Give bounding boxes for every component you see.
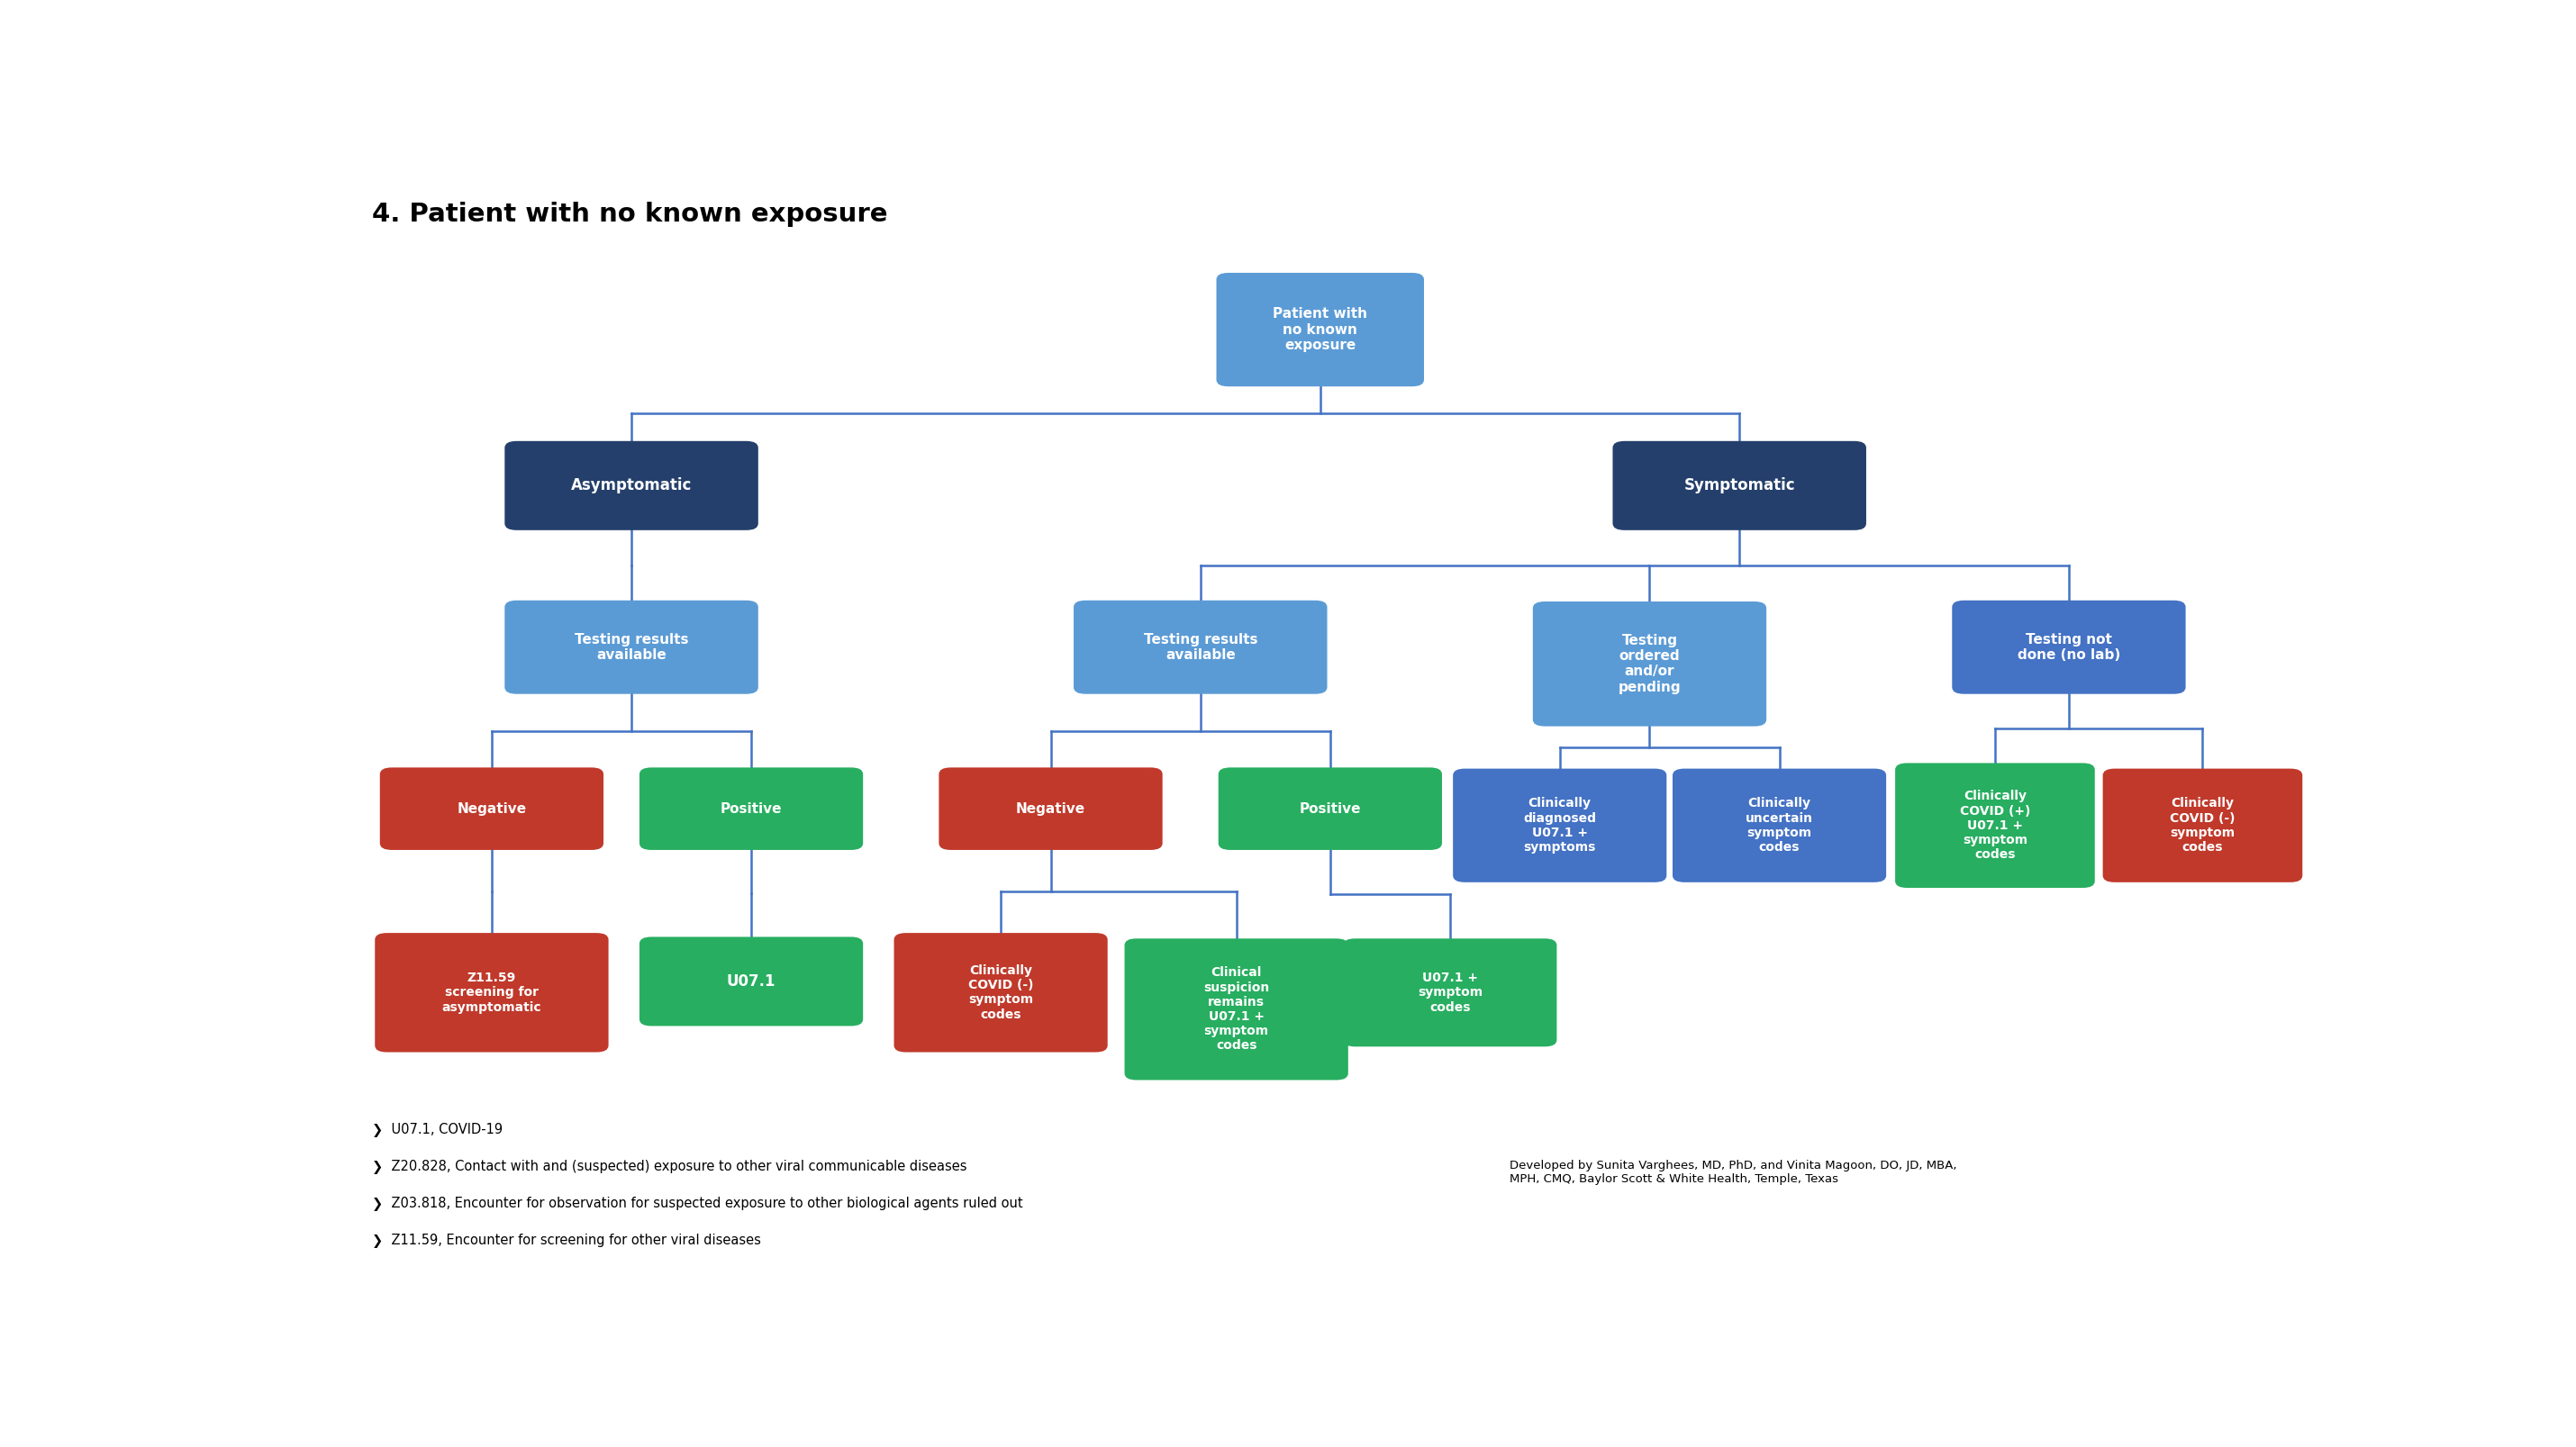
FancyBboxPatch shape xyxy=(1342,939,1556,1046)
Text: U07.1: U07.1 xyxy=(726,974,775,990)
FancyBboxPatch shape xyxy=(1074,601,1327,695)
Text: Testing not
done (no lab): Testing not done (no lab) xyxy=(2017,632,2120,661)
FancyBboxPatch shape xyxy=(505,441,757,530)
FancyBboxPatch shape xyxy=(938,767,1162,849)
Text: Asymptomatic: Asymptomatic xyxy=(572,478,693,493)
FancyBboxPatch shape xyxy=(1218,767,1443,849)
FancyBboxPatch shape xyxy=(376,933,608,1052)
Text: U07.1 +
symptom
codes: U07.1 + symptom codes xyxy=(1417,972,1481,1013)
Text: Positive: Positive xyxy=(721,802,783,816)
Text: ❯  Z03.818, Encounter for observation for suspected exposure to other biological: ❯ Z03.818, Encounter for observation for… xyxy=(371,1197,1023,1211)
FancyBboxPatch shape xyxy=(505,601,757,695)
Text: Testing
ordered
and/or
pending: Testing ordered and/or pending xyxy=(1618,634,1682,695)
Text: Clinically
COVID (-)
symptom
codes: Clinically COVID (-) symptom codes xyxy=(969,964,1033,1020)
Text: Clinically
COVID (+)
U07.1 +
symptom
codes: Clinically COVID (+) U07.1 + symptom cod… xyxy=(1960,790,2030,861)
Text: Testing results
available: Testing results available xyxy=(1144,632,1257,661)
Text: Testing results
available: Testing results available xyxy=(574,632,688,661)
FancyBboxPatch shape xyxy=(1533,602,1767,726)
Text: Negative: Negative xyxy=(456,802,526,816)
Text: Z11.59
screening for
asymptomatic: Z11.59 screening for asymptomatic xyxy=(443,972,541,1013)
FancyBboxPatch shape xyxy=(2102,768,2303,883)
Text: Negative: Negative xyxy=(1015,802,1084,816)
FancyBboxPatch shape xyxy=(1896,763,2094,888)
Text: 4. Patient with no known exposure: 4. Patient with no known exposure xyxy=(371,201,889,227)
FancyBboxPatch shape xyxy=(639,936,863,1026)
Text: Clinically
uncertain
symptom
codes: Clinically uncertain symptom codes xyxy=(1747,797,1814,854)
Text: Developed by Sunita Varghees, MD, PhD, and Vinita Magoon, DO, JD, MBA,
MPH, CMQ,: Developed by Sunita Varghees, MD, PhD, a… xyxy=(1510,1159,1958,1185)
Text: Patient with
no known
exposure: Patient with no known exposure xyxy=(1273,307,1368,352)
Text: Clinically
diagnosed
U07.1 +
symptoms: Clinically diagnosed U07.1 + symptoms xyxy=(1522,797,1597,854)
Text: ❯  U07.1, COVID-19: ❯ U07.1, COVID-19 xyxy=(371,1123,502,1137)
Text: Clinically
COVID (-)
symptom
codes: Clinically COVID (-) symptom codes xyxy=(2169,797,2236,854)
FancyBboxPatch shape xyxy=(1672,768,1886,883)
Text: ❯  Z11.59, Encounter for screening for other viral diseases: ❯ Z11.59, Encounter for screening for ot… xyxy=(371,1233,760,1247)
Text: ❯  Z20.828, Contact with and (suspected) exposure to other viral communicable di: ❯ Z20.828, Contact with and (suspected) … xyxy=(371,1159,966,1174)
Text: Clinical
suspicion
remains
U07.1 +
symptom
codes: Clinical suspicion remains U07.1 + sympt… xyxy=(1203,967,1270,1052)
FancyBboxPatch shape xyxy=(1953,601,2184,695)
FancyBboxPatch shape xyxy=(894,933,1108,1052)
Text: Positive: Positive xyxy=(1298,802,1360,816)
FancyBboxPatch shape xyxy=(379,767,603,849)
FancyBboxPatch shape xyxy=(1126,939,1347,1079)
FancyBboxPatch shape xyxy=(639,767,863,849)
Text: Symptomatic: Symptomatic xyxy=(1685,478,1795,493)
FancyBboxPatch shape xyxy=(1613,441,1865,530)
FancyBboxPatch shape xyxy=(1216,273,1425,386)
FancyBboxPatch shape xyxy=(1453,768,1667,883)
